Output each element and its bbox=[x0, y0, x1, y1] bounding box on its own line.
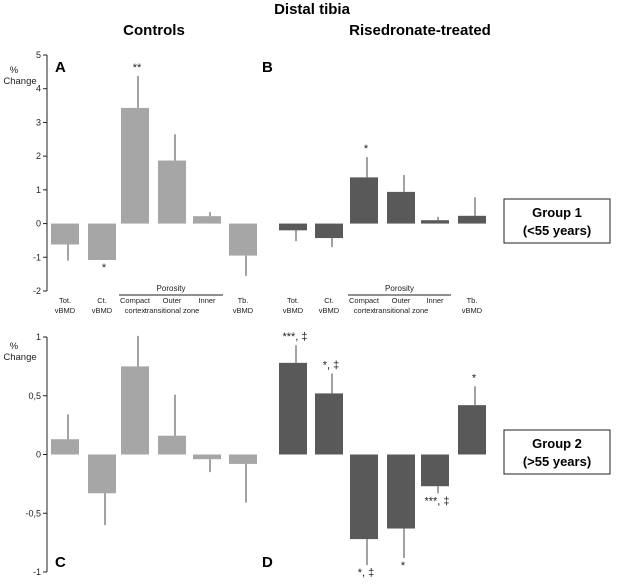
y-label-bottom-percent: % bbox=[10, 341, 19, 352]
bar-A-1 bbox=[51, 223, 79, 245]
bar-C-2 bbox=[88, 454, 116, 494]
category-label: vBMD bbox=[462, 306, 483, 315]
y-tick-label: 3 bbox=[36, 117, 41, 127]
category-label: Tb. bbox=[467, 296, 478, 305]
category-label: vBMD bbox=[319, 306, 340, 315]
category-label: Outer bbox=[392, 296, 411, 305]
category-label: vBMD bbox=[92, 306, 113, 315]
bar-B-1 bbox=[279, 223, 307, 231]
category-label: cortex bbox=[125, 306, 146, 315]
y-label-bottom-change: Change bbox=[3, 352, 36, 363]
y-tick-label: 0,5 bbox=[28, 391, 41, 401]
panel-B: B*Tot.vBMDCt.vBMDCompactcortexOutertrans… bbox=[262, 59, 486, 315]
significance-label: ** bbox=[133, 62, 142, 74]
bar-B-6 bbox=[458, 215, 486, 224]
category-label: Inner bbox=[426, 296, 444, 305]
group2-label: Group 2 bbox=[532, 436, 582, 451]
panel-letter-D: D bbox=[262, 554, 273, 571]
porosity-label: Porosity bbox=[385, 284, 414, 293]
panel-letter-B: B bbox=[262, 59, 273, 76]
bar-A-2 bbox=[88, 223, 116, 260]
group1-label: Group 1 bbox=[532, 205, 582, 220]
bar-B-4 bbox=[387, 191, 415, 224]
category-label: vBMD bbox=[283, 306, 304, 315]
bar-D-4 bbox=[387, 454, 415, 529]
panel-D: D ***, ‡ *, ‡ *, ‡ * ***, ‡ * bbox=[262, 331, 486, 579]
y-tick-label: 2 bbox=[36, 151, 41, 161]
significance-label: * bbox=[102, 262, 107, 274]
y-tick-label: 1 bbox=[36, 185, 41, 195]
group1-box: Group 1 (<55 years) bbox=[503, 198, 611, 244]
bar-D-1 bbox=[279, 362, 307, 455]
bar-A-5 bbox=[193, 216, 221, 224]
significance-label: ***, ‡ bbox=[424, 495, 449, 507]
group2-age: (>55 years) bbox=[523, 454, 591, 469]
treated-column-title: Risedronate-treated bbox=[349, 22, 491, 39]
y-tick-label: -1 bbox=[33, 567, 41, 577]
y-tick-label: 4 bbox=[36, 84, 41, 94]
category-label: vBMD bbox=[233, 306, 254, 315]
bar-C-1 bbox=[51, 439, 79, 455]
y-tick-label: 5 bbox=[36, 50, 41, 60]
bar-B-3 bbox=[350, 177, 378, 224]
significance-label: * bbox=[472, 372, 477, 384]
figure-title: Distal tibia bbox=[274, 1, 351, 18]
bar-C-3 bbox=[121, 366, 149, 455]
significance-label: *, ‡ bbox=[323, 359, 340, 371]
bar-D-2 bbox=[315, 393, 343, 455]
significance-label: *, ‡ bbox=[358, 567, 375, 579]
group1-age: (<55 years) bbox=[523, 223, 591, 238]
significance-label: * bbox=[401, 560, 406, 572]
category-label: Tb. bbox=[238, 296, 249, 305]
bar-D-3 bbox=[350, 454, 378, 540]
panel-A: A-2-1012345***Tot.vBMDCt.vBMDCompactcort… bbox=[33, 50, 257, 315]
y-tick-label: 0 bbox=[36, 450, 41, 460]
bar-A-6 bbox=[229, 223, 257, 256]
chart-panels: A-2-1012345***Tot.vBMDCt.vBMDCompactcort… bbox=[25, 50, 486, 579]
bar-B-2 bbox=[315, 223, 343, 239]
bar-C-6 bbox=[229, 454, 257, 464]
controls-column-title: Controls bbox=[123, 22, 185, 39]
porosity-label: Porosity bbox=[157, 284, 186, 293]
category-label: Compact bbox=[349, 296, 380, 305]
bar-D-6 bbox=[458, 405, 486, 455]
y-tick-label: -2 bbox=[33, 286, 41, 296]
significance-label: * bbox=[364, 143, 369, 155]
y-label-top-change: Change bbox=[3, 76, 36, 87]
y-label-top-percent: % bbox=[10, 65, 19, 76]
significance-label: ***, ‡ bbox=[282, 331, 307, 343]
category-label: Tot. bbox=[287, 296, 299, 305]
category-label: Ct. bbox=[324, 296, 334, 305]
category-label: transitional zone bbox=[145, 306, 200, 315]
panel-C: C -1 -0,5 0 0,5 1 bbox=[25, 332, 257, 577]
panel-letter-A: A bbox=[55, 59, 66, 76]
y-tick-label: -1 bbox=[33, 252, 41, 262]
bar-A-3 bbox=[121, 107, 149, 224]
bar-B-5 bbox=[421, 220, 449, 224]
category-label: Outer bbox=[163, 296, 182, 305]
y-tick-label: -0,5 bbox=[25, 508, 41, 518]
bar-A-4 bbox=[158, 160, 186, 224]
category-label: Ct. bbox=[97, 296, 107, 305]
category-label: Tot. bbox=[59, 296, 71, 305]
y-tick-label: 0 bbox=[36, 219, 41, 229]
bar-C-5 bbox=[193, 454, 221, 460]
group2-box: Group 2 (>55 years) bbox=[503, 429, 611, 475]
category-label: transitional zone bbox=[374, 306, 429, 315]
panel-letter-C: C bbox=[55, 554, 66, 571]
y-tick-label: 1 bbox=[36, 332, 41, 342]
category-label: cortex bbox=[354, 306, 375, 315]
category-label: Compact bbox=[120, 296, 151, 305]
bar-D-5 bbox=[421, 454, 449, 487]
category-label: vBMD bbox=[55, 306, 76, 315]
bar-C-4 bbox=[158, 435, 186, 455]
category-label: Inner bbox=[198, 296, 216, 305]
